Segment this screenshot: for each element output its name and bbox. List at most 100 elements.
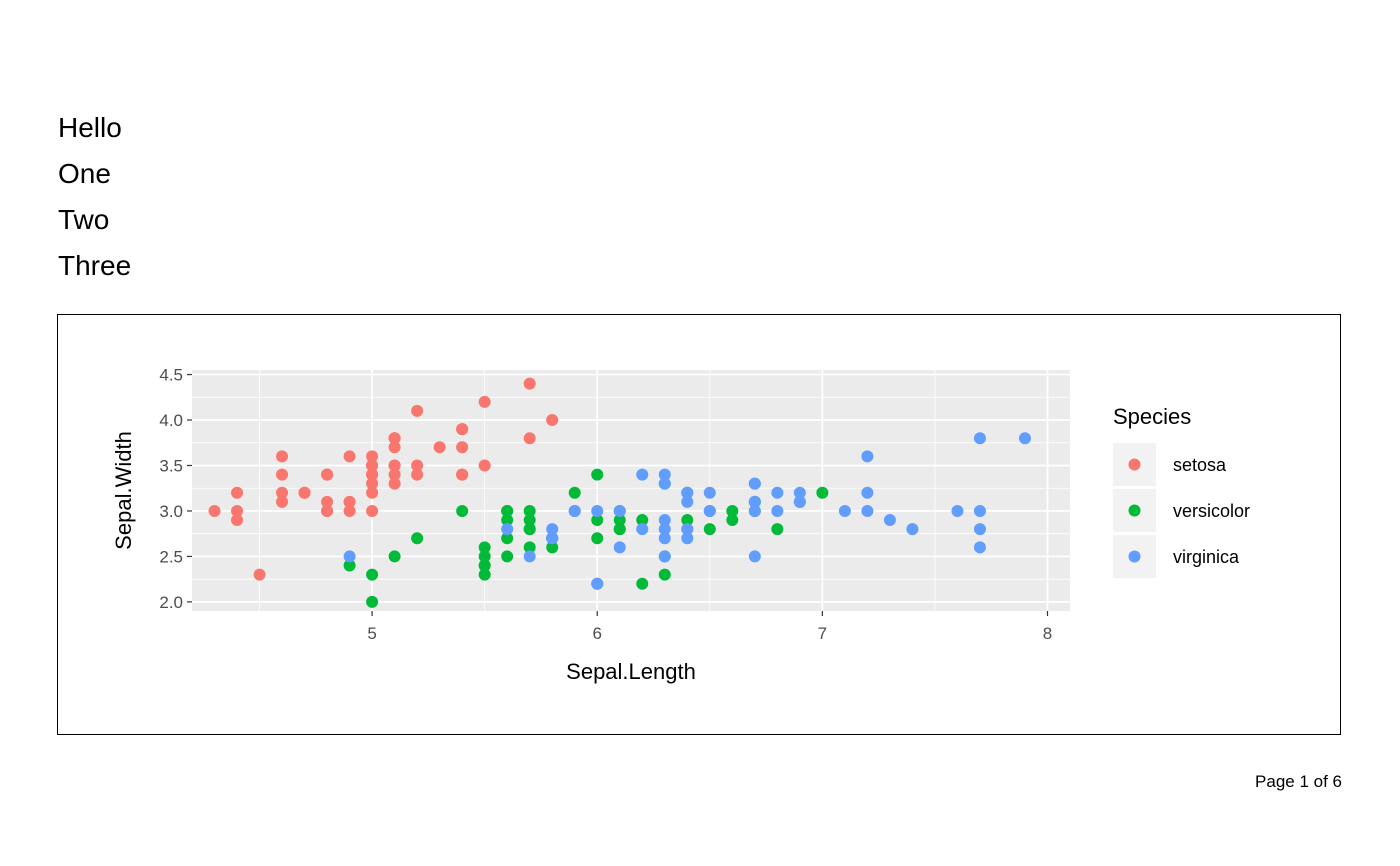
point-virginica [613,504,626,517]
point-virginica [973,504,986,517]
x-tick-label: 7 [818,624,827,643]
point-virginica [861,450,874,463]
y-tick-label: 4.0 [159,411,183,430]
y-tick-label: 3.0 [159,502,183,521]
point-setosa [411,468,424,481]
point-setosa [523,432,536,445]
x-axis-title: Sepal.Length [566,659,696,684]
point-versicolor [816,486,829,499]
point-setosa [366,468,379,481]
point-versicolor [546,541,559,554]
point-virginica [748,477,761,490]
point-setosa [231,486,244,499]
point-virginica [793,486,806,499]
point-virginica [658,514,671,527]
point-versicolor [388,550,401,563]
plot-frame: 5 6 7 8 2.0 2.5 3.0 3.5 4.0 4.5 Sepal.Length Sepal.… [57,314,1341,735]
point-setosa [276,486,289,499]
point-virginica [523,550,536,563]
header-line-hello: Hello [58,112,122,143]
point-virginica [906,523,919,536]
point-setosa [456,441,469,454]
point-versicolor [501,514,514,527]
point-versicolor [523,541,536,554]
header-line-two: Two [58,204,110,235]
point-versicolor [343,559,356,572]
point-virginica [1018,432,1031,445]
legend-swatch-virginica [1128,550,1141,563]
point-virginica [591,577,604,590]
point-virginica [658,550,671,563]
point-setosa [276,450,289,463]
y-tick-label: 4.5 [159,366,183,385]
point-setosa [298,486,311,499]
point-versicolor [478,541,491,554]
point-setosa [321,468,334,481]
point-virginica [861,504,874,517]
point-setosa [321,495,334,508]
point-versicolor [523,523,536,536]
point-virginica [546,523,559,536]
point-versicolor [366,568,379,581]
point-versicolor [771,523,784,536]
legend-swatch-versicolor [1128,504,1141,517]
point-virginica [973,541,986,554]
point-virginica [681,532,694,545]
point-setosa [411,459,424,472]
point-setosa [208,504,221,517]
legend-label-setosa: setosa [1173,455,1227,475]
point-setosa [478,395,491,408]
point-setosa [366,486,379,499]
point-virginica [748,550,761,563]
point-setosa [388,477,401,490]
point-setosa [388,441,401,454]
point-virginica [793,495,806,508]
point-virginica [501,523,514,536]
point-setosa [478,459,491,472]
point-setosa [388,468,401,481]
point-versicolor [726,514,739,527]
point-versicolor [411,532,424,545]
point-setosa [411,404,424,417]
point-versicolor [456,504,469,517]
point-versicolor [523,504,536,517]
point-versicolor [613,523,626,536]
point-versicolor [501,532,514,545]
point-setosa [276,495,289,508]
point-virginica [771,486,784,499]
point-versicolor [726,504,739,517]
point-versicolor [568,486,581,499]
point-virginica [838,504,851,517]
point-versicolor [501,550,514,563]
point-virginica [613,541,626,554]
point-versicolor [478,568,491,581]
point-setosa [321,504,334,517]
point-versicolor [613,514,626,527]
y-tick-label: 2.5 [159,547,183,566]
header-line-three: Three [58,250,132,281]
plot-panel [192,370,1070,611]
point-virginica [748,504,761,517]
point-setosa [231,504,244,517]
point-versicolor [658,568,671,581]
point-virginica [568,504,581,517]
point-virginica [951,504,964,517]
point-setosa [456,468,469,481]
point-versicolor [366,595,379,608]
x-tick-label: 6 [592,624,601,643]
point-versicolor [478,559,491,572]
point-virginica [883,514,896,527]
y-tick-label: 3.5 [159,456,183,475]
point-setosa [388,432,401,445]
point-virginica [546,532,559,545]
point-setosa [343,495,356,508]
point-virginica [343,550,356,563]
point-virginica [748,495,761,508]
point-virginica [636,523,649,536]
point-versicolor [501,504,514,517]
point-virginica [658,477,671,490]
point-versicolor [591,514,604,527]
point-virginica [771,504,784,517]
point-setosa [343,450,356,463]
point-setosa [366,459,379,472]
